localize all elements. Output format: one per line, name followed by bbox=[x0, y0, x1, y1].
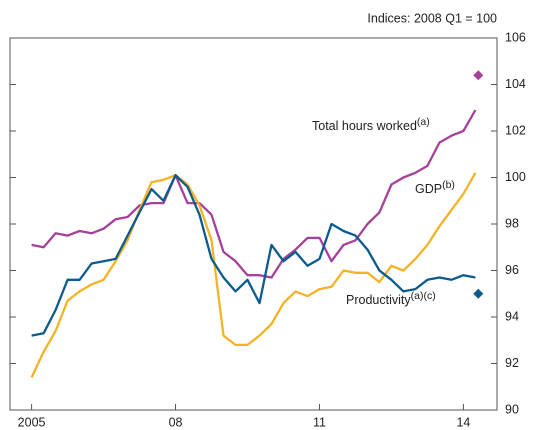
series-label: GDP(b) bbox=[415, 179, 455, 197]
y-tick-label: 106 bbox=[505, 30, 526, 44]
y-tick-label: 90 bbox=[505, 402, 519, 416]
series-name: GDP bbox=[415, 182, 442, 196]
projection-marker bbox=[473, 70, 484, 81]
projection-marker bbox=[473, 288, 484, 299]
x-tick-label: 2005 bbox=[18, 415, 46, 429]
series-line bbox=[30, 172, 477, 378]
series-name: Total hours worked bbox=[312, 119, 417, 133]
x-tick-label: 14 bbox=[456, 415, 470, 429]
y-tick-label: 100 bbox=[505, 170, 526, 184]
x-tick-label: 11 bbox=[313, 415, 326, 429]
y-tick-label: 98 bbox=[505, 216, 519, 230]
y-tick-label: 104 bbox=[505, 77, 526, 91]
y-tick-label: 92 bbox=[505, 356, 519, 370]
plot-frame bbox=[9, 37, 498, 411]
x-tick-label: 08 bbox=[169, 415, 183, 429]
series-name: Productivity bbox=[346, 293, 411, 307]
series-superscript: (b) bbox=[442, 179, 455, 191]
series-line bbox=[31, 109, 477, 279]
series-label: Total hours worked(a) bbox=[312, 116, 430, 134]
series-label: Productivity(a)(c) bbox=[346, 290, 436, 308]
y-tick-label: 94 bbox=[505, 309, 519, 323]
series-superscript: (a)(c) bbox=[411, 290, 436, 302]
series-line bbox=[31, 174, 476, 337]
axis-label: Indices: 2008 Q1 = 100 bbox=[367, 11, 497, 25]
series-superscript: (a) bbox=[417, 116, 430, 128]
y-tick-label: 96 bbox=[505, 263, 519, 277]
y-tick-label: 102 bbox=[505, 123, 526, 137]
